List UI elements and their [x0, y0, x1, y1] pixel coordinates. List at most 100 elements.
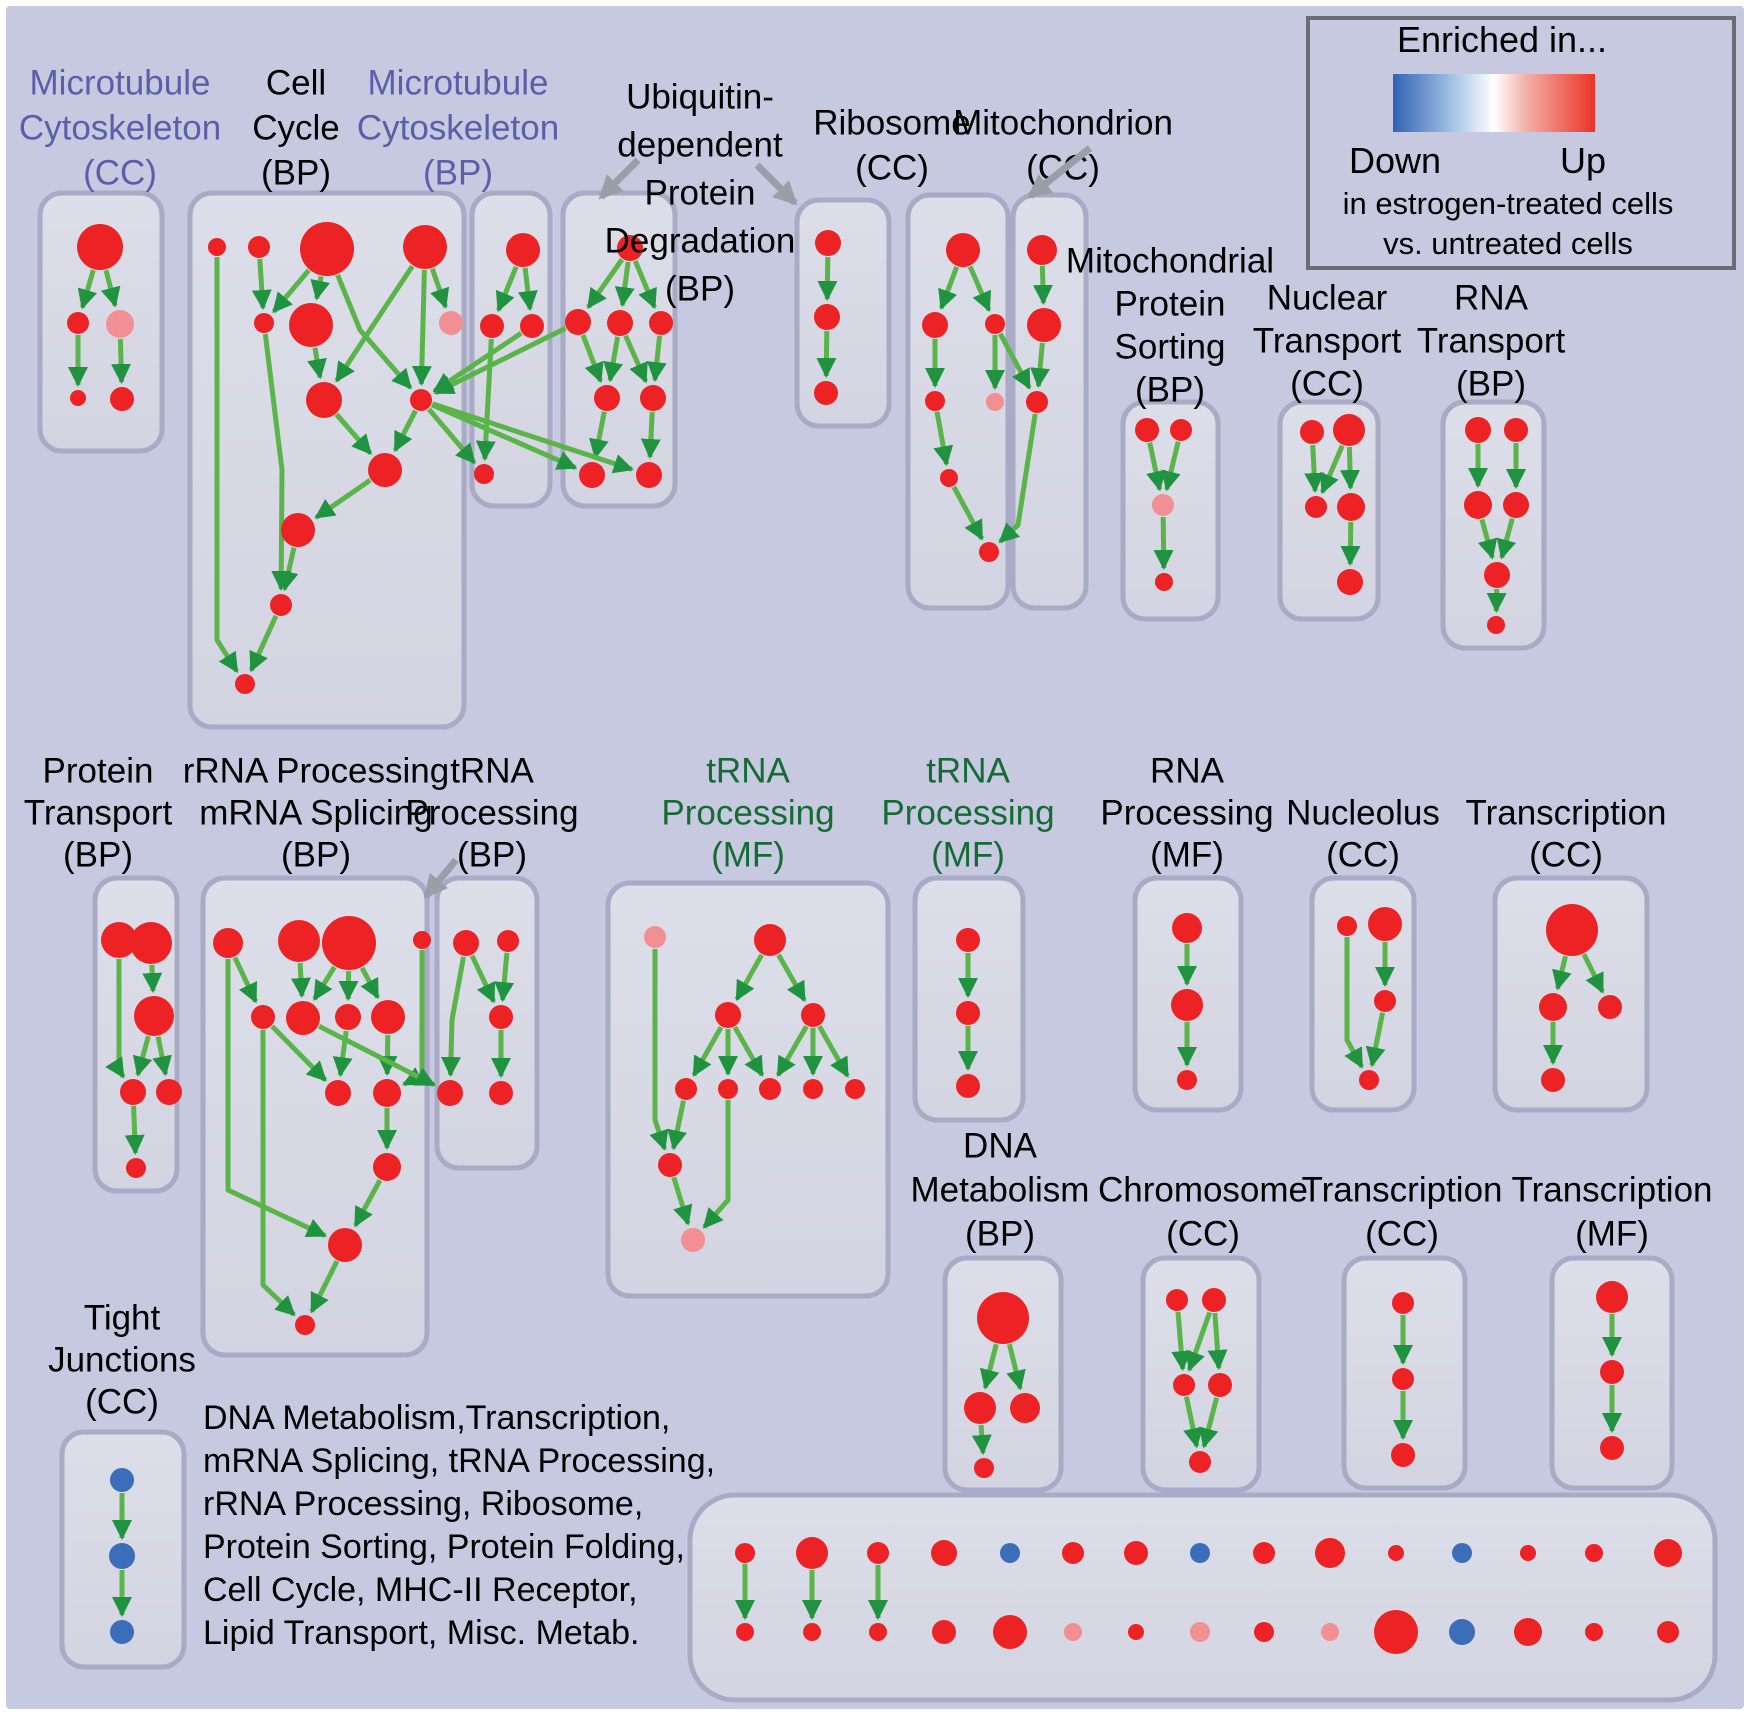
rrna-edge-7: [377, 1034, 398, 1076]
rrna-edge-10: [309, 1259, 340, 1314]
ribosome-node-1: [922, 312, 948, 338]
cross-edge-2: [426, 407, 477, 465]
shared-node-2: [867, 1542, 889, 1564]
nuc_tr-edge-2: [1340, 446, 1361, 490]
cluster-ribosome: Ribosome (CC): [813, 103, 1011, 611]
shared-node-5: [1062, 1542, 1084, 1564]
shared-node-13: [1585, 1544, 1603, 1562]
prot_tr-edge-3: [105, 959, 126, 1079]
mt_bp-edge-1: [517, 267, 538, 312]
legend-subtitle-line1: in estrogen-treated cells: [1343, 186, 1674, 221]
rrna-node-1: [278, 920, 320, 962]
dna_metab-label-line-0: DNA: [963, 1126, 1038, 1165]
chromosome-node-1: [1202, 1288, 1226, 1312]
ubiq1-node-5: [640, 385, 666, 411]
cluster-nucleolus: Nucleolus(CC): [1286, 793, 1440, 1113]
cell_cycle-edge-7: [307, 347, 327, 380]
trna_mf_small-node-1: [956, 1001, 980, 1025]
mito-node-2: [1026, 391, 1048, 413]
cell_cycle-edge-12: [248, 614, 279, 673]
mt_cc-node-4: [110, 387, 134, 411]
misc-line-2: mRNA Splicing, tRNA Processing,: [203, 1442, 715, 1480]
ubiq1-edge-7: [589, 411, 609, 460]
trna_mf_big-edge-2: [691, 1025, 724, 1077]
legend-down-label: Down: [1349, 140, 1441, 181]
ribosome-label-line-1: (CC): [855, 148, 929, 187]
annotation-arrow-0: [598, 157, 641, 200]
mps-node-0: [1135, 418, 1159, 442]
cluster-cell_cycle: Cell Cycle (BP): [187, 63, 467, 730]
tr_cc_mid-label-line-1: (CC): [1529, 835, 1603, 874]
trna_mf_big-node-8: [845, 1079, 865, 1099]
cell_cycle-edge-8: [334, 412, 373, 456]
shared-node-27: [1514, 1618, 1542, 1646]
rrna-node-3: [413, 931, 431, 949]
cross-edge-4: [431, 401, 634, 474]
ubiq1-edge-0: [586, 258, 625, 309]
trna_mf_small-label-line-2: (MF): [931, 835, 1005, 874]
rrna-edge-13: [260, 1030, 296, 1317]
cluster-shared: [687, 1492, 1718, 1703]
trna_mf_big-node-10: [681, 1228, 705, 1252]
shared-node-28: [1585, 1623, 1603, 1641]
tight_junctions-label-line-0: Tight: [84, 1298, 161, 1337]
trna_mf_big-edge-9: [649, 949, 669, 1151]
ubiq1-node-4: [594, 385, 620, 411]
cell_cycle-label-line-1: Cycle: [252, 108, 340, 147]
rrna-node-12: [295, 1315, 315, 1335]
prot_tr-edge-2: [152, 1036, 172, 1077]
nucleolus-edge-1: [1365, 1012, 1386, 1068]
tr_cc_mid-box: [1492, 875, 1650, 1113]
cross-edge-6: [998, 413, 1038, 544]
nucleolus-node-0: [1337, 916, 1357, 936]
trna_bp-node-1: [497, 930, 519, 952]
mt_bp-node-3: [474, 464, 494, 484]
annotation-arrow-2: [1027, 145, 1093, 199]
cell_cycle-label-line-0: Cell: [266, 63, 326, 102]
mt_bp-edge-0: [495, 265, 519, 313]
shared-node-24: [1321, 1623, 1339, 1641]
cross-edge-0: [433, 325, 567, 396]
ribosome-node-5: [940, 469, 958, 487]
cell_cycle-node-4: [254, 313, 274, 333]
legend-subtitle-line2: vs. untreated cells: [1383, 226, 1633, 261]
ubiq1-label-line-0: Ubiquitin-: [626, 77, 774, 116]
cell_cycle-edge-1: [271, 268, 311, 314]
mito-edge-0: [1032, 265, 1053, 305]
ubiq2-edge-1: [816, 330, 837, 378]
nuc_tr-edge-0: [1304, 444, 1325, 493]
tr_cc_low-label-line-0: Transcription: [1302, 1170, 1503, 1209]
chromosome-label-line-0: Chromosome: [1098, 1170, 1308, 1209]
chromosome-edge-0: [1171, 1311, 1192, 1372]
cell_cycle-node-9: [368, 453, 402, 487]
chromosome-box: [1140, 1255, 1262, 1493]
annotation-arrow-3: [423, 857, 459, 899]
ubiq1-edge-3: [580, 334, 604, 384]
mps-label-line-1: Protein: [1115, 284, 1226, 323]
trna_mf_big-node-5: [718, 1079, 738, 1099]
shared-node-11: [1452, 1543, 1472, 1563]
legend-up-label: Up: [1560, 140, 1606, 181]
mt_bp-label-line-1: Cytoskeleton: [357, 108, 559, 147]
cross-edge-1: [432, 331, 523, 394]
tr_cc_mid-edge-0: [1552, 955, 1572, 991]
trna_bp-node-0: [453, 930, 479, 956]
cell_cycle-node-8: [410, 389, 432, 411]
legend-box: [1306, 16, 1736, 270]
trna_mf_big-label-line-2: (MF): [711, 835, 785, 874]
trna_mf_big-label-line-0: tRNA: [706, 751, 790, 790]
shared-node-14: [1654, 1539, 1682, 1567]
tr_cc_low-node-1: [1392, 1368, 1414, 1390]
mps-edge-2: [1153, 516, 1174, 570]
rna_tr-label-line-2: (BP): [1456, 364, 1526, 403]
chromosome-edge-3: [1183, 1396, 1203, 1449]
rrna-node-4: [251, 1005, 275, 1029]
shared-node-4: [1000, 1543, 1020, 1563]
cell_cycle-edge-10: [314, 478, 372, 520]
cell_cycle-edge-5: [334, 264, 415, 383]
nuc_tr-label-line-0: Nuclear: [1267, 278, 1388, 317]
trna_bp-label-line-0: tRNA: [450, 751, 534, 790]
